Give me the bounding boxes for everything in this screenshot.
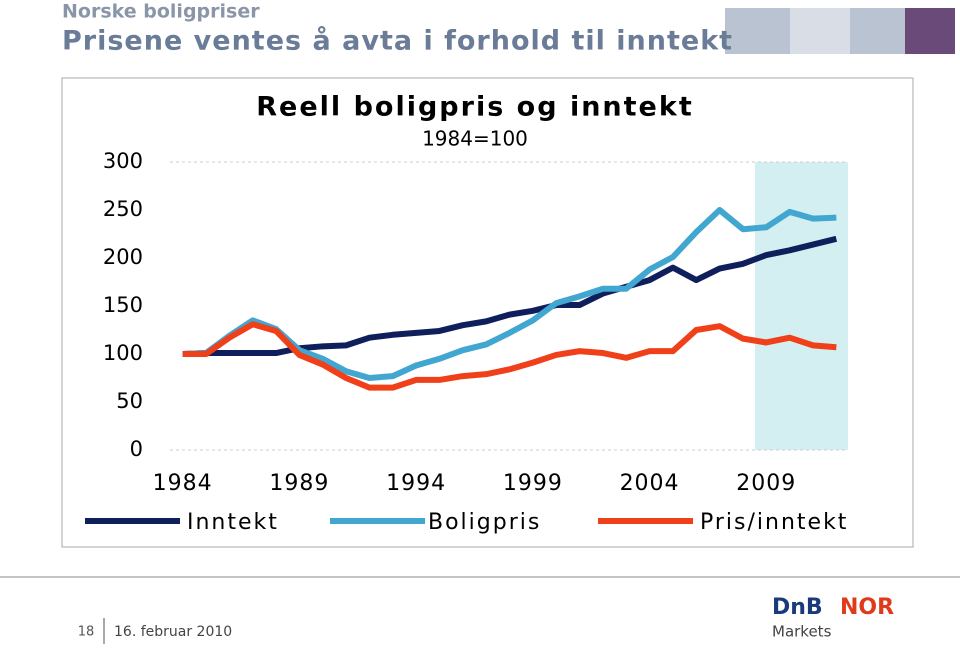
y-tick-label: 200 (103, 245, 143, 269)
kicker: Norske boligpriser (62, 1, 260, 23)
y-tick-label: 50 (116, 389, 143, 413)
y-tick-label: 300 (103, 149, 143, 173)
chart-frame (61, 77, 914, 548)
logo: DnB (772, 595, 823, 620)
y-tick-label: 100 (103, 341, 143, 365)
x-tick-label: 1999 (503, 471, 563, 496)
x-tick-label: 1994 (386, 471, 446, 496)
chart-title: Reell boligpris og inntekt (256, 92, 693, 123)
header-image-part (905, 8, 955, 54)
x-tick-label: 2004 (620, 471, 680, 496)
y-tick-label: 250 (103, 197, 143, 221)
y-tick-label: 0 (130, 437, 143, 461)
logo-sub: Markets (772, 623, 832, 641)
x-tick-label: 2009 (736, 471, 796, 496)
page-number: 18 (78, 625, 95, 640)
legend-label: Inntekt (187, 510, 279, 535)
x-tick-label: 1989 (269, 471, 329, 496)
slide-title: Prisene ventes å avta i forhold til innt… (62, 25, 733, 57)
header-image-part (790, 8, 850, 54)
footer-date: 16. februar 2010 (114, 624, 232, 640)
legend-label: Boligpris (428, 510, 541, 535)
shaded-area (755, 162, 848, 450)
y-tick-label: 150 (103, 293, 143, 317)
legend-label: Pris/inntekt (700, 510, 848, 535)
chart-subtitle: 1984=100 (422, 127, 528, 151)
line-series (182, 321, 837, 391)
logo: NOR (840, 595, 894, 620)
x-tick-label: 1984 (153, 471, 213, 496)
